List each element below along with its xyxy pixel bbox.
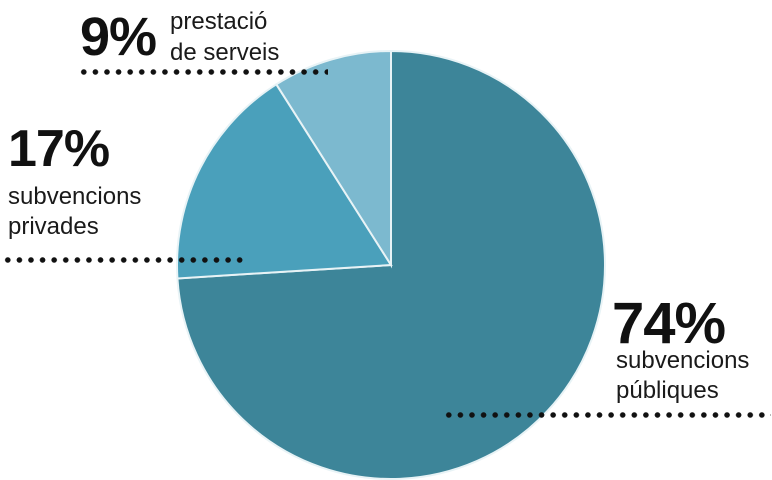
pie-slice-private-subsidies [176, 82, 393, 280]
slice-label-private-subsidies: subvencions privades [8, 182, 141, 242]
slice-label-line: prestació [170, 8, 268, 35]
slice-label-service-provision: prestació de serveis [170, 6, 279, 68]
slice-label-line: privades [8, 213, 99, 240]
dotted-leader-line [2, 257, 246, 263]
slice-label-line: subvencions [616, 347, 750, 374]
slice-label-line: subvencions [8, 183, 142, 210]
slice-percent-public-subsidies: 74% [612, 291, 726, 356]
slice-label-line: públiques [616, 377, 719, 404]
slice-label-public-subsidies: subvencions públiques [616, 346, 749, 406]
pie-slice-service-provision [274, 49, 392, 269]
dotted-leader-line [443, 412, 771, 418]
slice-label-line: de serveis [170, 39, 280, 66]
slice-percent-private-subsidies: 17% [8, 120, 110, 178]
dotted-leader-line [78, 69, 328, 75]
slice-percent-service-provision: 9% [80, 7, 157, 67]
